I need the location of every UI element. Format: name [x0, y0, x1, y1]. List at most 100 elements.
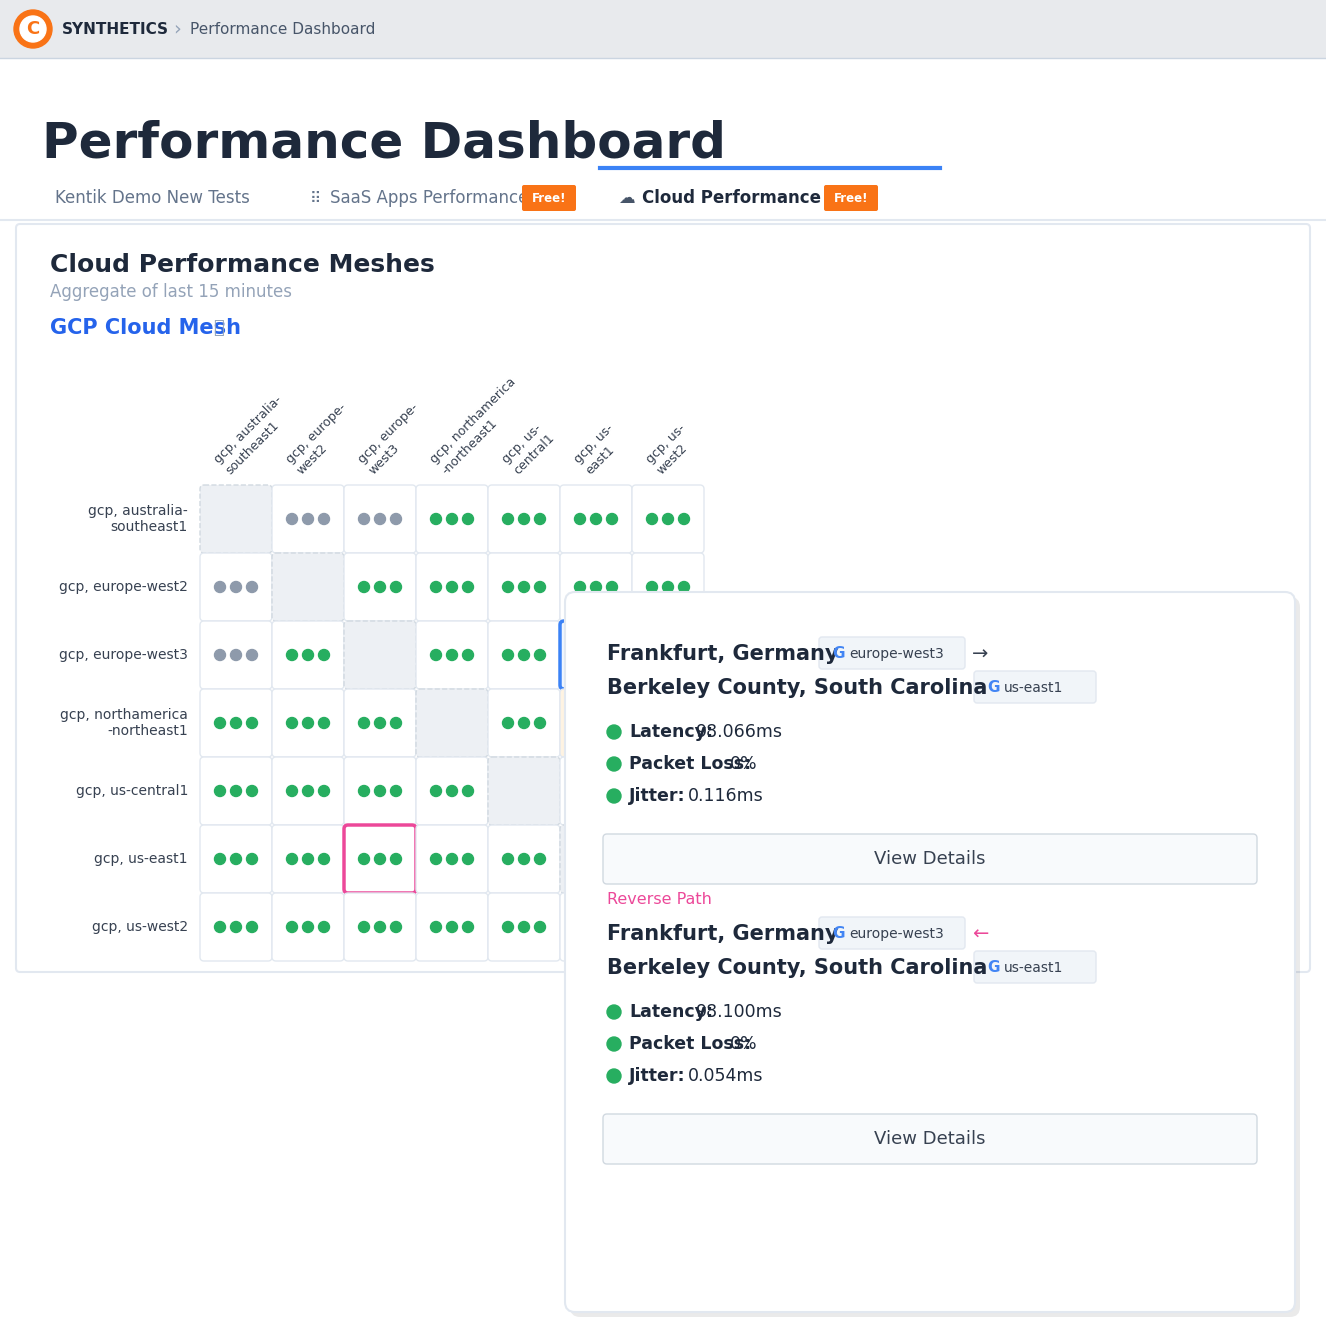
FancyBboxPatch shape [200, 689, 272, 757]
Circle shape [215, 649, 225, 660]
FancyBboxPatch shape [416, 485, 488, 552]
Circle shape [534, 513, 545, 524]
Circle shape [358, 922, 370, 933]
Text: gcp, us-
central1: gcp, us- central1 [500, 421, 557, 477]
Circle shape [431, 513, 442, 524]
Circle shape [20, 16, 46, 42]
Text: 98.066ms: 98.066ms [696, 723, 782, 741]
Circle shape [606, 649, 618, 660]
Text: Jitter:: Jitter: [629, 1067, 686, 1085]
Circle shape [215, 718, 225, 728]
Circle shape [590, 513, 602, 524]
Text: Cloud Performance: Cloud Performance [642, 190, 821, 207]
FancyBboxPatch shape [16, 224, 1310, 972]
Circle shape [679, 853, 690, 864]
Text: gcp, europe-west2: gcp, europe-west2 [60, 581, 188, 594]
Circle shape [574, 922, 586, 933]
Circle shape [302, 922, 313, 933]
FancyBboxPatch shape [603, 835, 1257, 884]
Circle shape [534, 582, 545, 593]
Text: G: G [987, 680, 1000, 695]
FancyBboxPatch shape [488, 552, 560, 621]
Circle shape [247, 718, 257, 728]
Circle shape [247, 853, 257, 864]
Circle shape [247, 582, 257, 593]
FancyBboxPatch shape [343, 825, 416, 892]
FancyBboxPatch shape [488, 621, 560, 689]
Circle shape [606, 718, 618, 728]
Circle shape [358, 853, 370, 864]
Text: Frankfurt, Germany: Frankfurt, Germany [607, 925, 838, 943]
FancyBboxPatch shape [200, 485, 272, 552]
FancyBboxPatch shape [200, 621, 272, 689]
FancyBboxPatch shape [975, 671, 1097, 703]
FancyBboxPatch shape [560, 689, 633, 757]
Circle shape [518, 513, 529, 524]
FancyBboxPatch shape [200, 757, 272, 825]
Circle shape [374, 922, 386, 933]
FancyBboxPatch shape [200, 825, 272, 892]
Circle shape [679, 582, 690, 593]
FancyBboxPatch shape [819, 637, 965, 669]
Circle shape [231, 853, 241, 864]
Circle shape [679, 649, 690, 660]
Circle shape [286, 785, 297, 797]
Circle shape [215, 785, 225, 797]
Circle shape [447, 785, 457, 797]
Circle shape [647, 718, 658, 728]
Circle shape [231, 922, 241, 933]
Circle shape [286, 922, 297, 933]
Circle shape [390, 718, 402, 728]
FancyBboxPatch shape [522, 185, 575, 211]
FancyBboxPatch shape [416, 825, 488, 892]
Circle shape [503, 718, 513, 728]
FancyBboxPatch shape [819, 917, 965, 949]
FancyBboxPatch shape [975, 952, 1097, 982]
Circle shape [302, 513, 313, 524]
Text: Latency:: Latency: [629, 1003, 713, 1021]
Circle shape [647, 853, 658, 864]
Circle shape [431, 785, 442, 797]
Circle shape [503, 513, 513, 524]
Circle shape [590, 649, 602, 660]
Circle shape [663, 513, 674, 524]
Circle shape [318, 718, 329, 728]
Circle shape [374, 853, 386, 864]
Circle shape [431, 853, 442, 864]
FancyBboxPatch shape [570, 597, 1299, 1317]
FancyBboxPatch shape [633, 757, 704, 825]
Text: europe-west3: europe-west3 [849, 927, 944, 941]
Circle shape [606, 922, 618, 933]
FancyBboxPatch shape [488, 757, 560, 825]
Circle shape [607, 724, 621, 739]
Circle shape [358, 582, 370, 593]
FancyBboxPatch shape [343, 552, 416, 621]
Text: ←: ← [972, 925, 988, 943]
Circle shape [534, 718, 545, 728]
Text: Berkeley County, South Carolina: Berkeley County, South Carolina [607, 677, 988, 698]
Circle shape [463, 649, 473, 660]
Circle shape [503, 853, 513, 864]
Circle shape [318, 785, 329, 797]
FancyBboxPatch shape [0, 58, 1326, 1344]
Text: Cloud Performance Meshes: Cloud Performance Meshes [50, 253, 435, 277]
Circle shape [286, 513, 297, 524]
Circle shape [574, 582, 586, 593]
Circle shape [447, 582, 457, 593]
Text: Packet Loss:: Packet Loss: [629, 755, 752, 773]
Text: G: G [831, 646, 845, 661]
Circle shape [590, 718, 602, 728]
Circle shape [463, 582, 473, 593]
FancyBboxPatch shape [560, 485, 633, 552]
Circle shape [607, 757, 621, 771]
Text: ⠿: ⠿ [310, 191, 321, 206]
FancyBboxPatch shape [560, 825, 633, 892]
FancyBboxPatch shape [599, 168, 940, 220]
Circle shape [231, 582, 241, 593]
Circle shape [518, 582, 529, 593]
Text: us-east1: us-east1 [1004, 961, 1063, 974]
FancyBboxPatch shape [272, 892, 343, 961]
Text: 0%: 0% [729, 1035, 757, 1052]
Circle shape [302, 649, 313, 660]
Circle shape [215, 582, 225, 593]
